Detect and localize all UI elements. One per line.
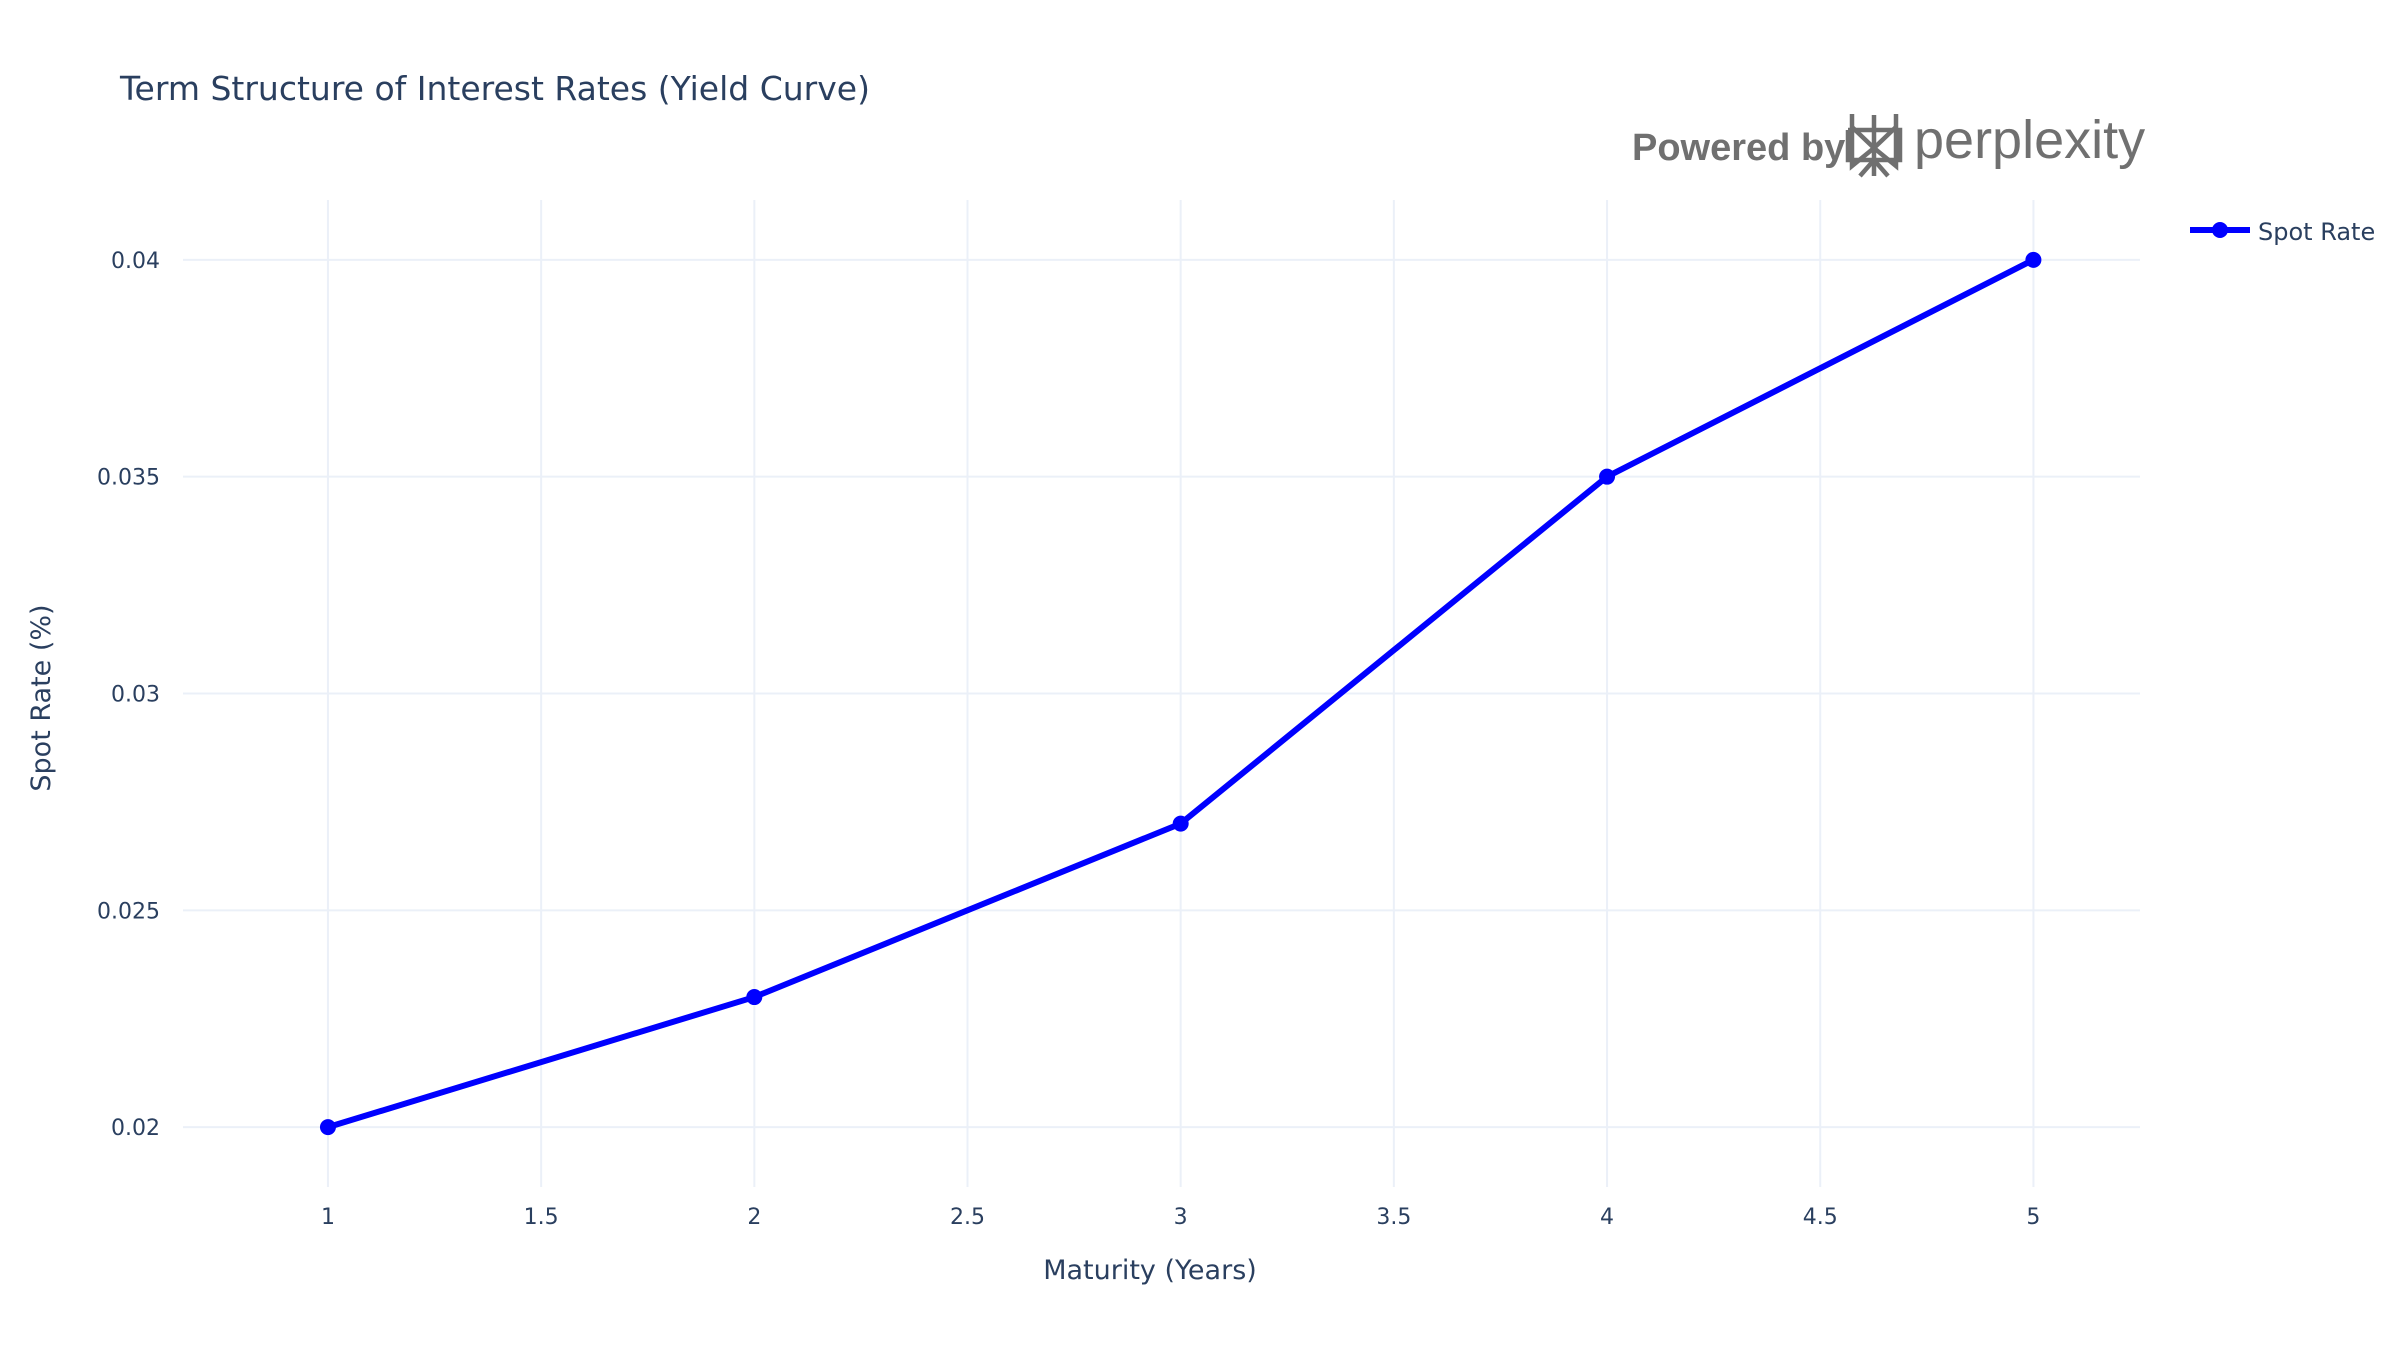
x-tick-label: 1	[321, 1205, 335, 1230]
perplexity-logo-icon	[1845, 114, 1903, 178]
x-tick-labels: 1 1.5 2 2.5 3 3.5 4 4.5 5	[321, 1205, 2040, 1230]
legend-label: Spot Rate	[2258, 218, 2375, 246]
chart-title: Term Structure of Interest Rates (Yield …	[119, 69, 870, 108]
legend-marker-swatch	[2212, 222, 2228, 238]
data-point[interactable]	[2025, 251, 2042, 268]
y-tick-label: 0.03	[111, 683, 160, 708]
y-tick-label: 0.025	[97, 899, 160, 924]
x-tick-label: 2	[747, 1205, 761, 1230]
data-point[interactable]	[319, 1119, 336, 1136]
x-axis-title: Maturity (Years)	[1043, 1255, 1257, 1286]
legend[interactable]: Spot Rate	[2190, 218, 2375, 246]
x-tick-label: 4.5	[1803, 1205, 1838, 1230]
y-gridlines	[183, 258, 2140, 1129]
x-tick-label: 1.5	[524, 1205, 559, 1230]
data-point[interactable]	[1599, 468, 1616, 485]
data-point[interactable]	[1172, 815, 1189, 832]
y-tick-label: 0.02	[111, 1116, 160, 1141]
y-tick-labels: 0.02 0.025 0.03 0.035 0.04	[97, 249, 160, 1141]
powered-by-watermark: Powered by perplexity	[1632, 110, 2145, 178]
data-point[interactable]	[746, 989, 763, 1006]
powered-by-text: Powered by	[1632, 127, 1845, 169]
y-tick-label: 0.04	[111, 249, 160, 274]
x-tick-label: 2.5	[950, 1205, 985, 1230]
x-tick-label: 4	[1600, 1205, 1614, 1230]
x-tick-label: 5	[2026, 1205, 2040, 1230]
series-layer	[319, 251, 2042, 1136]
perplexity-brand-text: perplexity	[1914, 110, 2145, 170]
x-tick-label: 3	[1174, 1205, 1188, 1230]
y-tick-label: 0.035	[97, 466, 160, 491]
x-tick-label: 3.5	[1376, 1205, 1411, 1230]
y-axis-title: Spot Rate (%)	[26, 604, 57, 791]
